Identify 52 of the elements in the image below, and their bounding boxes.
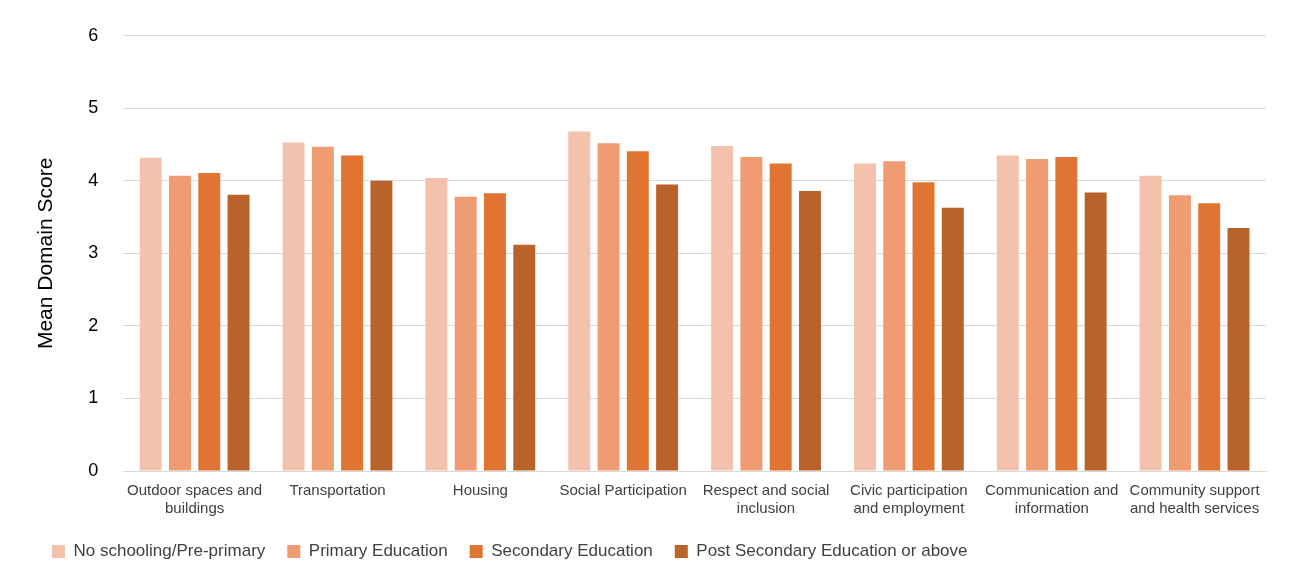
bar: [711, 146, 734, 471]
bar: [1198, 203, 1221, 471]
bar: [656, 184, 679, 471]
legend-label: No schooling/Pre-primary: [73, 541, 266, 561]
x-tick-label: Transportation: [289, 481, 386, 499]
bar: [341, 155, 364, 471]
y-tick-label: 4: [88, 169, 99, 190]
bar: [1084, 192, 1107, 471]
bar: [626, 151, 649, 471]
bar: [198, 172, 221, 471]
bar: [139, 157, 162, 471]
bar: [1026, 159, 1049, 471]
x-tick-label: Civic participation and employment: [850, 481, 968, 517]
y-tick-label: 6: [88, 24, 99, 45]
bar: [282, 142, 305, 471]
x-tick-label: Respect and social inclusion: [702, 481, 830, 517]
bar: [1227, 228, 1250, 471]
bar: [740, 156, 763, 471]
y-axis-title: Mean Domain Score: [33, 157, 57, 350]
x-tick-label: Outdoor spaces and buildings: [127, 481, 263, 517]
bar: [1055, 156, 1078, 471]
legend-label: Primary Education: [308, 541, 448, 561]
bar: [227, 194, 250, 471]
y-tick-label: 1: [88, 387, 99, 408]
bar: [483, 193, 506, 471]
bar: [798, 191, 821, 471]
bar: [853, 163, 876, 471]
bar: [1139, 175, 1162, 471]
legend-label: Post Secondary Education or above: [696, 541, 968, 561]
x-tick-label: Social Participation: [559, 481, 687, 499]
bar: [425, 177, 448, 471]
x-tick-label: Communication and information: [985, 481, 1119, 517]
x-tick-label: Community support and health services: [1129, 481, 1261, 517]
bar: [454, 196, 477, 471]
bar: [169, 175, 191, 471]
bar: [769, 163, 792, 471]
bar: [311, 146, 334, 471]
y-tick-label: 2: [88, 314, 99, 335]
y-tick-label: 5: [88, 97, 99, 118]
bar: [941, 207, 964, 471]
bar: [883, 161, 906, 471]
bar: [513, 244, 536, 471]
bar: [912, 182, 935, 471]
bar: [370, 180, 393, 471]
y-tick-label: 3: [88, 242, 99, 263]
legend-label: Secondary Education: [491, 541, 653, 561]
bar: [568, 131, 591, 471]
y-tick-label: 0: [88, 459, 99, 480]
x-tick-label: Housing: [452, 481, 508, 499]
bar: [1168, 195, 1191, 471]
bar: [597, 143, 620, 471]
bar: [996, 155, 1019, 471]
